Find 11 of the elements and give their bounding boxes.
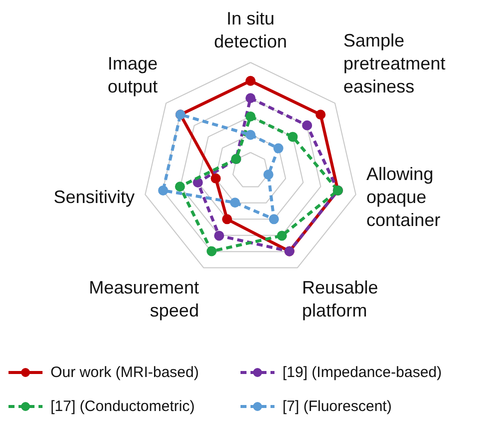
legend-label: [7] (Fluorescent) bbox=[282, 398, 392, 415]
spoke-label: Measurement speed bbox=[88, 278, 199, 321]
legend-label: [17] (Conductometric) bbox=[50, 398, 195, 415]
legend-label: Our work (MRI-based) bbox=[50, 364, 199, 381]
spoke-label: Allowing opaque container bbox=[366, 164, 440, 230]
legend-label: [19] (Impedance-based) bbox=[282, 364, 442, 381]
spoke-label: Sensitivity bbox=[54, 186, 135, 207]
spoke-label: Sample pretreatment easiness bbox=[343, 30, 446, 96]
spoke-label: Reusable platform bbox=[302, 278, 378, 321]
spoke-label: In situ detection bbox=[214, 8, 288, 52]
spoke-label: Image output bbox=[108, 53, 158, 96]
